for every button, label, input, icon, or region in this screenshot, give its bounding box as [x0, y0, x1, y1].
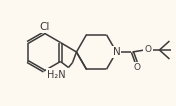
Text: N: N — [113, 47, 120, 57]
Text: H₂N: H₂N — [47, 70, 66, 80]
Text: O: O — [144, 45, 152, 54]
Text: Cl: Cl — [40, 22, 50, 32]
Text: O: O — [134, 63, 141, 73]
